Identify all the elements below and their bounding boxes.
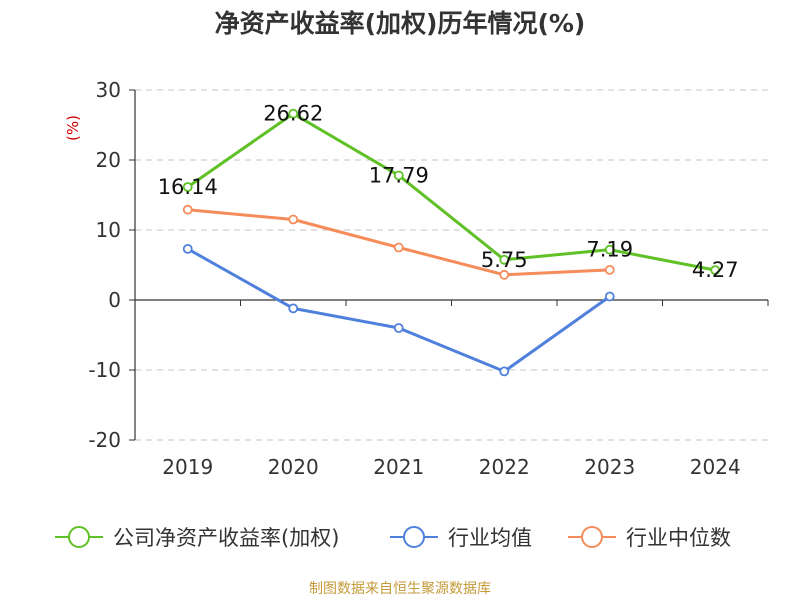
data-point <box>182 243 193 254</box>
legend: 公司净资产收益率(加权) 行业均值 行业中位数 <box>55 526 731 550</box>
data-point <box>604 291 615 302</box>
data-labels: 16.14 26.62 17.79 5.75 7.19 4.27 <box>158 102 739 282</box>
y-tick-label: 0 <box>108 288 121 312</box>
x-tick-label: 2022 <box>479 455 530 479</box>
chart-title: 净资产收益率(加权)历年情况(%) <box>215 9 586 38</box>
grid <box>135 89 768 441</box>
y-tick-label: -20 <box>88 428 121 452</box>
series-line <box>186 112 716 272</box>
data-label: 17.79 <box>369 163 429 187</box>
data-point <box>499 254 510 265</box>
data-point <box>393 170 404 181</box>
data-label: 5.75 <box>481 248 528 272</box>
y-tick-label: 30 <box>96 78 121 102</box>
data-point <box>288 214 299 225</box>
legend-label: 行业中位数 <box>626 526 731 550</box>
data-point <box>182 204 193 215</box>
data-label: 4.27 <box>692 258 739 282</box>
y-unit-label: (%) <box>64 115 82 141</box>
data-label: 16.14 <box>158 175 218 199</box>
series-line <box>187 247 611 373</box>
legend-marker <box>68 526 90 548</box>
data-point <box>288 108 299 119</box>
data-point <box>604 244 615 255</box>
series-line <box>187 208 610 277</box>
data-point <box>182 182 193 192</box>
data-point <box>499 366 510 377</box>
data-point <box>499 269 510 280</box>
x-tick-label: 2023 <box>584 455 635 479</box>
y-tick-label: -10 <box>88 358 121 382</box>
legend-label: 行业均值 <box>448 526 532 550</box>
y-tick-label: 20 <box>96 148 121 172</box>
legend-label: 公司净资产收益率(加权) <box>113 526 339 550</box>
y-tick-label: 10 <box>96 218 121 242</box>
data-point <box>604 264 615 275</box>
data-point <box>288 303 299 314</box>
data-label: 7.19 <box>586 238 633 262</box>
series-lines <box>182 108 721 377</box>
source-footer: 制图数据来自恒生聚源数据库 <box>309 581 491 597</box>
data-point <box>393 323 404 333</box>
x-tick-label: 2020 <box>268 455 319 479</box>
x-tick-label: 2021 <box>373 455 424 479</box>
legend-marker <box>581 526 603 548</box>
data-point <box>393 242 404 253</box>
axes: 30 20 10 0 -10 -20 2019 2020 2021 2022 2023 2024 <box>88 78 769 479</box>
x-tick-label: 2024 <box>690 455 741 479</box>
legend-marker <box>403 526 425 548</box>
x-tick-label: 2019 <box>162 455 213 479</box>
data-label: 26.62 <box>263 102 323 126</box>
data-point <box>710 265 721 276</box>
